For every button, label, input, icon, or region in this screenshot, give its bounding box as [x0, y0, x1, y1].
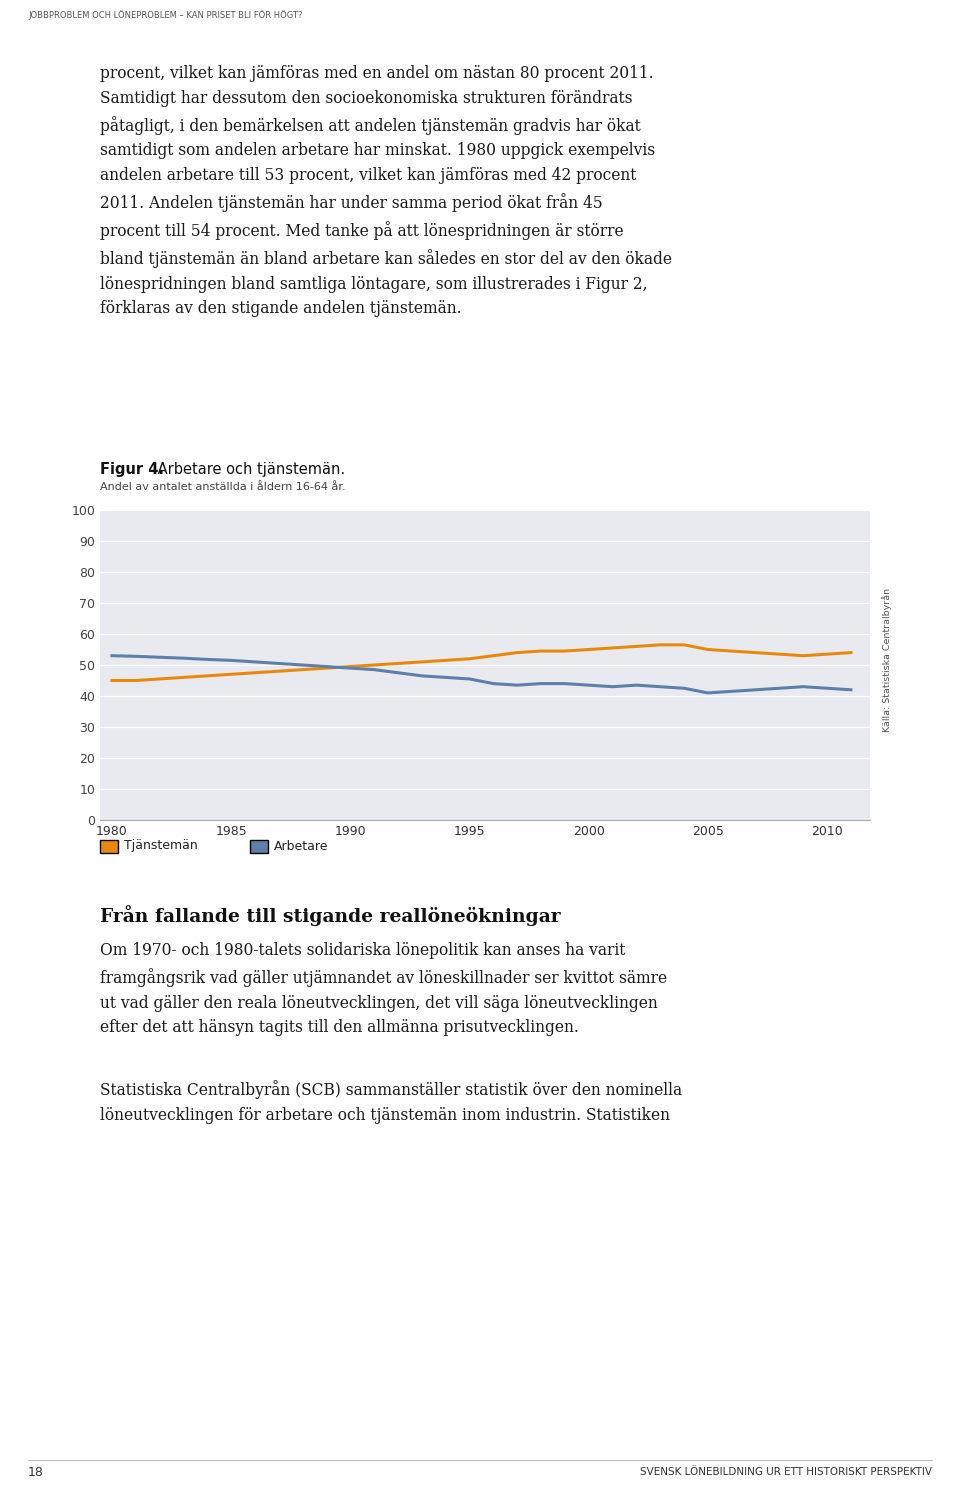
- Text: Andel av antalet anställda i åldern 16-64 år.: Andel av antalet anställda i åldern 16-6…: [100, 481, 346, 492]
- Text: Statistiska Centralbyrån (SCB) sammanställer statistik över den nominella
löneut: Statistiska Centralbyrån (SCB) sammanstä…: [100, 1080, 683, 1123]
- Text: Om 1970- och 1980-talets solidariska lönepolitik kan anses ha varit
framgångsrik: Om 1970- och 1980-talets solidariska lön…: [100, 942, 667, 1036]
- Text: Figur 4.: Figur 4.: [100, 462, 164, 477]
- Text: Arbetare och tjänstemän.: Arbetare och tjänstemän.: [153, 462, 346, 477]
- Text: JOBBPROBLEM OCH LÖNEPROBLEM – KAN PRISET BLI FÖR HÖGT?: JOBBPROBLEM OCH LÖNEPROBLEM – KAN PRISET…: [28, 10, 302, 19]
- Text: Från fallande till stigande reallöneökningar: Från fallande till stigande reallöneökni…: [100, 905, 561, 926]
- Text: Källa: Statistiska Centralbyrån: Källa: Statistiska Centralbyrån: [882, 588, 892, 733]
- Text: SVENSK LÖNEBILDNING UR ETT HISTORISKT PERSPEKTIV: SVENSK LÖNEBILDNING UR ETT HISTORISKT PE…: [640, 1467, 932, 1477]
- Text: 18: 18: [28, 1465, 44, 1479]
- Text: procent, vilket kan jämföras med en andel om nästan 80 procent 2011.
Samtidigt h: procent, vilket kan jämföras med en ande…: [100, 65, 672, 318]
- Text: Arbetare: Arbetare: [274, 840, 328, 853]
- Text: Tjänstemän: Tjänstemän: [124, 840, 198, 853]
